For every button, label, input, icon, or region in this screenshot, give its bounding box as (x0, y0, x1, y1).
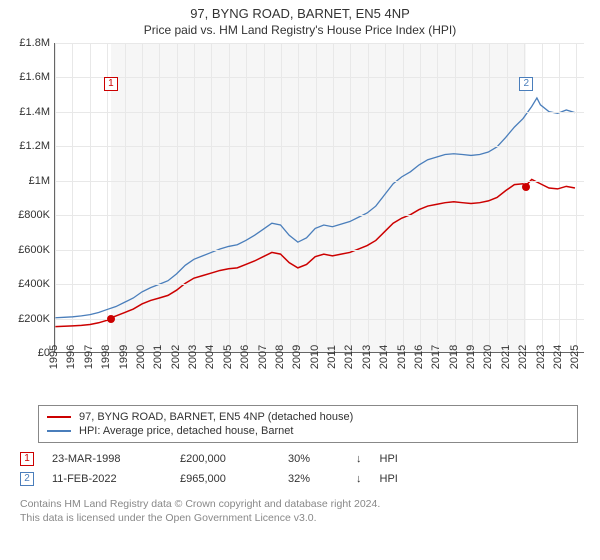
x-tick-label: 2017 (430, 345, 442, 369)
x-tick-label: 2024 (552, 345, 564, 369)
x-tick-label: 2007 (257, 345, 269, 369)
x-tick-label: 2019 (465, 345, 477, 369)
gridline-h (55, 43, 584, 44)
series-line-price_paid (55, 179, 575, 326)
y-tick-label: £200K (18, 313, 50, 325)
gridline-h (55, 319, 584, 320)
plot-area: 12 (54, 43, 584, 353)
y-tick-label: £600K (18, 244, 50, 256)
x-tick-label: 2002 (170, 345, 182, 369)
x-tick-label: 2018 (448, 345, 460, 369)
marker-dot-1 (107, 315, 115, 323)
chart-title-block: 97, BYNG ROAD, BARNET, EN5 4NP Price pai… (0, 0, 600, 39)
marker-box-2: 2 (519, 77, 533, 91)
event-date: 23-MAR-1998 (52, 453, 162, 465)
x-tick-label: 2020 (482, 345, 494, 369)
gridline-h (55, 181, 584, 182)
event-price: £965,000 (180, 473, 270, 485)
x-tick-label: 2023 (535, 345, 547, 369)
footer-attribution: Contains HM Land Registry data © Crown c… (20, 497, 580, 525)
x-tick-label: 2013 (361, 345, 373, 369)
footer-line-2: This data is licensed under the Open Gov… (20, 511, 580, 525)
marker-dot-2 (522, 183, 530, 191)
event-price: £200,000 (180, 453, 270, 465)
arrow-down-icon: ↓ (356, 453, 362, 465)
event-row: 2 11-FEB-2022 £965,000 32% ↓ HPI (20, 469, 580, 489)
y-tick-label: £1.6M (19, 71, 50, 83)
legend-box: 97, BYNG ROAD, BARNET, EN5 4NP (detached… (38, 405, 578, 443)
series-svg (55, 43, 584, 352)
y-tick-label: £1.8M (19, 37, 50, 49)
gridline-h (55, 112, 584, 113)
x-tick-label: 2010 (309, 345, 321, 369)
x-tick-label: 2005 (222, 345, 234, 369)
x-tick-label: 2014 (378, 345, 390, 369)
arrow-down-icon: ↓ (356, 473, 362, 485)
footer-line-1: Contains HM Land Registry data © Crown c… (20, 497, 580, 511)
x-tick-label: 2011 (326, 345, 338, 369)
x-tick-label: 2025 (569, 345, 581, 369)
x-tick-label: 1999 (118, 345, 130, 369)
event-suffix: HPI (380, 473, 398, 485)
event-row: 1 23-MAR-1998 £200,000 30% ↓ HPI (20, 449, 580, 469)
events-table: 1 23-MAR-1998 £200,000 30% ↓ HPI 2 11-FEB-2022 £… (20, 449, 580, 489)
event-date: 11-FEB-2022 (52, 473, 162, 485)
event-pct: 32% (288, 473, 338, 485)
marker-box-1: 1 (104, 77, 118, 91)
x-tick-label: 1998 (100, 345, 112, 369)
x-tick-label: 1996 (65, 345, 77, 369)
event-marker-num: 2 (20, 472, 34, 486)
event-marker-num: 1 (20, 452, 34, 466)
x-tick-label: 2001 (152, 345, 164, 369)
chart-title-sub: Price paid vs. HM Land Registry's House … (0, 23, 600, 37)
event-pct: 30% (288, 453, 338, 465)
x-axis: 1995199619971998199920002001200220032004… (54, 353, 584, 401)
x-tick-label: 2016 (413, 345, 425, 369)
gridline-h (55, 250, 584, 251)
x-tick-label: 1997 (83, 345, 95, 369)
legend-row: HPI: Average price, detached house, Barn… (47, 424, 569, 438)
event-suffix: HPI (380, 453, 398, 465)
gridline-h (55, 146, 584, 147)
gridline-h (55, 284, 584, 285)
legend-label: 97, BYNG ROAD, BARNET, EN5 4NP (detached… (79, 411, 353, 423)
x-tick-label: 2004 (204, 345, 216, 369)
legend-label: HPI: Average price, detached house, Barn… (79, 425, 293, 437)
x-tick-label: 2015 (396, 345, 408, 369)
x-tick-label: 2021 (500, 345, 512, 369)
x-tick-label: 2000 (135, 345, 147, 369)
y-tick-label: £400K (18, 278, 50, 290)
x-tick-label: 2008 (274, 345, 286, 369)
y-axis: £0£200K£400K£600K£800K£1M£1.2M£1.4M£1.6M… (10, 43, 54, 353)
x-tick-label: 2022 (517, 345, 529, 369)
x-tick-label: 2006 (239, 345, 251, 369)
gridline-h (55, 215, 584, 216)
chart-title-main: 97, BYNG ROAD, BARNET, EN5 4NP (0, 6, 600, 21)
gridline-h (55, 77, 584, 78)
chart-area: £0£200K£400K£600K£800K£1M£1.2M£1.4M£1.6M… (10, 43, 590, 403)
y-tick-label: £800K (18, 209, 50, 221)
legend-swatch (47, 416, 71, 418)
y-tick-label: £1.2M (19, 140, 50, 152)
x-tick-label: 2009 (291, 345, 303, 369)
legend-row: 97, BYNG ROAD, BARNET, EN5 4NP (detached… (47, 410, 569, 424)
y-tick-label: £1M (29, 175, 50, 187)
legend-swatch (47, 430, 71, 432)
x-tick-label: 2012 (343, 345, 355, 369)
x-tick-label: 2003 (187, 345, 199, 369)
y-tick-label: £1.4M (19, 106, 50, 118)
x-tick-label: 1995 (48, 345, 60, 369)
